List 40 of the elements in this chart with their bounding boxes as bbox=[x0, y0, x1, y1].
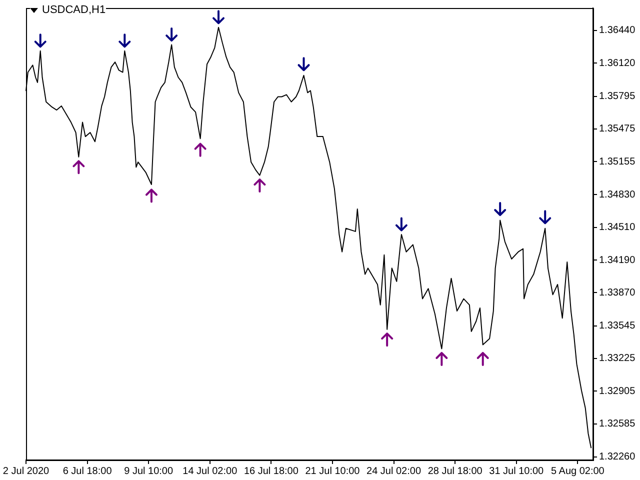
x-tick-label: 2 Jul 2020 bbox=[2, 466, 50, 477]
x-tick-label: 28 Jul 18:00 bbox=[428, 466, 483, 477]
x-tick-label: 9 Jul 10:00 bbox=[124, 466, 174, 477]
y-tick-label: 1.32905 bbox=[599, 386, 636, 397]
point bbox=[166, 28, 178, 42]
point bbox=[381, 332, 394, 347]
point bbox=[298, 57, 310, 72]
y-tick-label: 1.32260 bbox=[599, 452, 636, 463]
point bbox=[395, 217, 408, 232]
chart-title: USDCAD,H1 bbox=[42, 4, 106, 16]
x-tick-label: 5 Aug 02:00 bbox=[550, 466, 605, 477]
point bbox=[145, 188, 158, 203]
x-tick-label: 21 Jul 10:00 bbox=[305, 466, 360, 477]
y-tick-label: 1.36440 bbox=[599, 25, 636, 36]
x-tick-label: 14 Jul 02:00 bbox=[182, 466, 238, 477]
point bbox=[194, 142, 206, 157]
x-tick-label: 31 Jul 10:00 bbox=[489, 466, 544, 477]
y-tick-label: 1.36120 bbox=[599, 58, 636, 69]
y-tick-label: 1.34830 bbox=[599, 189, 636, 200]
y-tick-label: 1.35795 bbox=[599, 91, 636, 102]
y-tick-label: 1.34190 bbox=[599, 254, 636, 266]
point bbox=[494, 202, 506, 216]
point bbox=[254, 178, 266, 193]
y-tick-label: 1.33870 bbox=[599, 287, 636, 298]
x-tick-label: 24 Jul 02:00 bbox=[366, 466, 422, 477]
point bbox=[72, 160, 85, 174]
y-tick-label: 1.35155 bbox=[599, 156, 636, 168]
x-tick-label: 16 Jul 18:00 bbox=[244, 466, 299, 477]
y-tick-label: 1.35475 bbox=[599, 124, 636, 135]
point bbox=[476, 352, 489, 366]
point bbox=[118, 34, 131, 48]
point bbox=[212, 10, 225, 24]
y-tick-label: 1.33225 bbox=[599, 353, 636, 364]
y-tick-label: 1.32585 bbox=[599, 418, 636, 430]
y-tick-label: 1.33545 bbox=[599, 320, 636, 332]
x-tick-label: 6 Jul 18:00 bbox=[62, 466, 112, 477]
point bbox=[34, 34, 46, 48]
point bbox=[539, 210, 552, 224]
y-tick-label: 1.34510 bbox=[599, 222, 636, 234]
point bbox=[436, 352, 448, 366]
